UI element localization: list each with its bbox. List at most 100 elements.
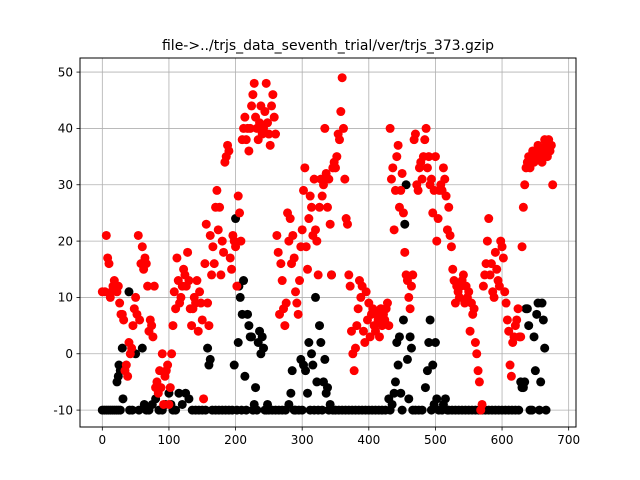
data-point [235,292,245,302]
data-point [497,242,507,252]
data-point [308,360,318,370]
data-point [176,292,186,302]
data-point [485,270,495,280]
plot-area [80,58,576,427]
data-point [292,298,302,308]
data-point [312,236,322,246]
data-point [317,405,327,415]
data-point [200,259,210,269]
data-point [492,264,502,274]
data-point [115,405,125,415]
data-point [264,129,274,139]
data-point [303,264,313,274]
data-point [428,360,438,370]
data-point [500,287,510,297]
data-point [516,332,526,342]
data-point [473,366,483,376]
data-point [518,202,528,212]
data-point [433,214,443,224]
data-point [247,101,257,111]
data-point [486,259,496,269]
data-point [393,360,403,370]
data-point [506,371,516,381]
data-point [444,202,454,212]
data-point [168,321,178,331]
data-point [113,281,123,291]
data-point [241,405,251,415]
data-point [405,304,415,314]
data-point [428,208,438,218]
data-point [259,343,269,353]
data-point [104,259,114,269]
data-point [424,152,434,162]
data-point [501,298,511,308]
data-point [349,366,359,376]
data-point [524,321,534,331]
data-point [135,315,145,325]
data-point [249,78,259,88]
data-point [402,354,412,364]
data-point [304,214,314,224]
data-point [387,399,397,409]
data-point [426,174,436,184]
data-point [119,315,129,325]
data-point [398,315,408,325]
data-point [127,343,137,353]
y-tick-label: 40 [58,122,73,136]
y-tick-label: 30 [58,178,73,192]
data-point [307,202,317,212]
x-tick-label: 100 [157,433,180,447]
data-point [205,354,215,364]
data-point [356,292,366,302]
data-point [187,321,197,331]
data-point [514,405,524,415]
data-point [420,383,430,393]
data-point [332,152,342,162]
data-point [330,163,340,173]
data-point [284,399,294,409]
data-point [536,377,546,387]
data-point [201,405,211,415]
data-point [454,292,464,302]
data-point [498,253,508,263]
data-point [361,287,371,297]
data-point [197,315,207,325]
data-point [326,270,336,280]
data-point [540,343,550,353]
data-point [268,90,278,100]
data-point [301,366,311,376]
data-point [300,163,310,173]
data-point [408,270,418,280]
data-point [334,135,344,145]
data-point [273,247,283,257]
data-point [164,399,174,409]
data-point [243,309,253,319]
data-point [203,298,213,308]
data-point [215,202,225,212]
data-point [520,377,530,387]
data-point [320,354,330,364]
data-point [128,321,138,331]
data-point [458,270,468,280]
data-point [209,259,219,269]
data-point [352,321,362,331]
data-point [353,304,363,314]
data-point [307,349,317,359]
data-point [440,174,450,184]
data-point [489,292,499,302]
data-point [420,135,430,145]
data-point [165,383,175,393]
data-point [382,298,392,308]
data-point [269,112,279,122]
data-point [396,388,406,398]
data-point [171,405,181,415]
data-point [207,270,217,280]
data-point [261,78,271,88]
data-point [390,377,400,387]
data-point [203,343,213,353]
data-point [469,304,479,314]
data-point [118,394,128,404]
data-point [384,321,394,331]
data-point [233,191,243,201]
data-point [513,304,523,314]
